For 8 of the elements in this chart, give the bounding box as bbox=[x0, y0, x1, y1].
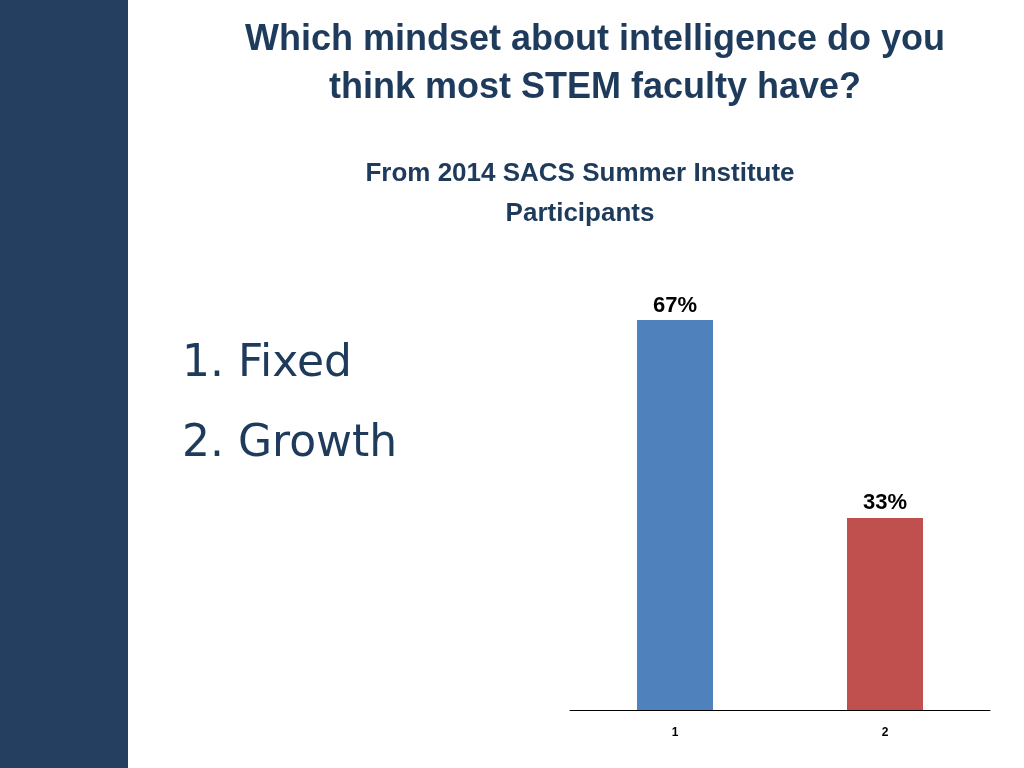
text: 1. Fixed bbox=[182, 335, 352, 386]
data-label: 33% bbox=[862, 489, 908, 515]
x-tick-label: 2 bbox=[881, 725, 889, 739]
x-tick-label: 1 bbox=[671, 725, 679, 739]
chart-title: Which mindset about intelligence do you think most STEM faculty have? bbox=[244, 16, 946, 108]
text: 2. Growth bbox=[182, 415, 398, 466]
data-label: 67% bbox=[652, 291, 698, 317]
chart-subtitle: From 2014 SACS Summer Institute Participants bbox=[364, 156, 796, 229]
